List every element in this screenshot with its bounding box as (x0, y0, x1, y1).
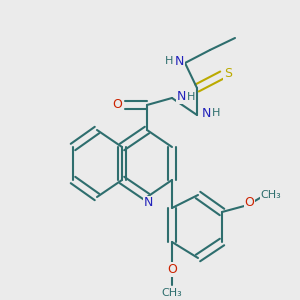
Text: CH₃: CH₃ (162, 287, 182, 298)
Text: N: N (176, 90, 186, 103)
Text: O: O (167, 263, 177, 276)
Text: H: H (165, 56, 174, 67)
Text: N: N (175, 55, 184, 68)
Text: N: N (201, 107, 211, 120)
Text: H: H (212, 109, 220, 118)
Text: N: N (144, 196, 153, 209)
Text: CH₃: CH₃ (261, 190, 281, 200)
Text: O: O (112, 98, 122, 112)
Text: O: O (244, 196, 254, 209)
Text: H: H (186, 92, 195, 101)
Text: S: S (224, 67, 232, 80)
